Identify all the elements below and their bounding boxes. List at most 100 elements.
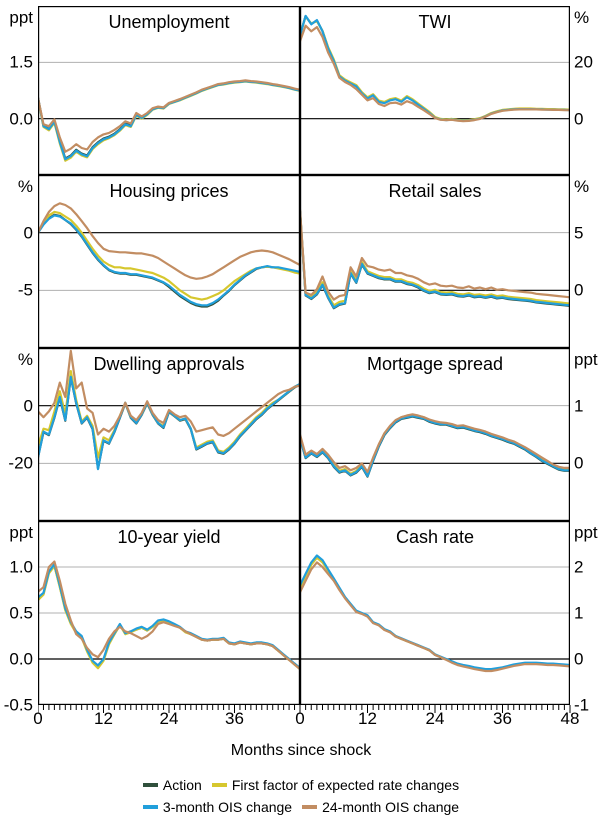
panel-retail-sales-plot (300, 175, 570, 348)
y-tick-label: -1 (574, 695, 590, 715)
legend-item-3-month-ois: 3-month OIS change (142, 799, 293, 815)
legend-label-24-month-ois: 24-month OIS change (322, 799, 460, 815)
y-tick-label: 0 (574, 453, 584, 473)
panel-mortgage-spread-plot (300, 348, 570, 521)
panel-title-10-year-yield: 10-year yield (117, 527, 221, 547)
panel-border (38, 175, 300, 348)
y-tick-label: 0 (574, 280, 584, 300)
y-tick-label: 2 (574, 557, 584, 577)
legend-item-first-factor: First factor of expected rate changes (211, 777, 460, 793)
series-line-3-month-ois-change (38, 214, 300, 307)
y-tick-label: -0.5 (3, 695, 33, 715)
y-tick-label: 0 (574, 649, 584, 669)
series-line-3-month-ois-change (38, 79, 300, 161)
panel-border (38, 521, 300, 705)
panel-border (300, 6, 570, 175)
series-line-action (38, 79, 300, 160)
y-tick-label: 20 (574, 52, 593, 72)
series-line-24-month-ois-change (300, 561, 570, 673)
y-axis-unit-housing-prices: % (17, 177, 33, 196)
x-tick-label: 48 (560, 709, 580, 728)
y-axis-unit-twi: % (574, 8, 590, 27)
legend-label-action: Action (162, 777, 202, 793)
y-tick-label: 0 (574, 109, 584, 129)
panel-unemployment-plot (38, 6, 300, 175)
legend: Action First factor of expected rate cha… (0, 774, 602, 818)
panel-twi-plot (300, 6, 570, 175)
y-tick-label: 0.5 (9, 603, 33, 623)
legend-label-first-factor: First factor of expected rate changes (231, 777, 460, 793)
panel-title-dwelling-approvals: Dwelling approvals (93, 354, 245, 374)
action-line-swatch (142, 783, 158, 787)
series-line-3-month-ois-change (300, 554, 570, 671)
x-tick-label: 12 (358, 709, 377, 728)
series-line-first-factor-of-expected-rate-changes (38, 564, 300, 671)
series-line-action (300, 210, 570, 310)
series-line-24-month-ois-change (300, 413, 570, 474)
series-line-3-month-ois-change (38, 375, 300, 471)
y-tick-label: 0 (23, 223, 33, 243)
panel-title-unemployment: Unemployment (108, 12, 230, 32)
panel-title-housing-prices: Housing prices (109, 181, 229, 201)
series-line-24-month-ois-change (38, 202, 300, 280)
legend-row-1: Action First factor of expected rate cha… (138, 774, 464, 796)
series-line-action (38, 564, 300, 670)
y-tick-label: 0 (23, 396, 33, 416)
x-tick-label: 24 (159, 709, 179, 728)
series-line-action (38, 376, 300, 470)
series-line-first-factor-of-expected-rate-changes (38, 80, 300, 162)
y-tick-label: -20 (8, 453, 33, 473)
legend-item-action: Action (142, 777, 202, 793)
panel-title-mortgage-spread: Mortgage spread (366, 354, 504, 374)
panel-border (300, 521, 570, 705)
x-tick-label: 36 (493, 709, 512, 728)
y-tick-label: 1.5 (9, 52, 33, 72)
panel-housing-prices-plot (38, 175, 300, 348)
y-tick-label: 1.0 (9, 557, 33, 577)
y-tick-label: 5 (574, 223, 584, 243)
y-tick-label: 0.0 (9, 109, 33, 129)
panel-dwelling-approvals-plot (38, 348, 300, 521)
panel-title-twi: TWI (418, 12, 452, 32)
x-tick-label: 24 (425, 709, 445, 728)
panel-border (38, 348, 300, 521)
y-tick-label: 1 (574, 603, 584, 623)
series-line-3-month-ois-change (300, 209, 570, 309)
series-line-24-month-ois-change (300, 24, 570, 123)
y-axis-unit-retail-sales: % (574, 177, 590, 196)
y-axis-unit-dwelling-approvals: % (17, 350, 33, 369)
x-tick-label: 36 (225, 709, 244, 728)
y-axis-unit-10-year-yield: ppt (9, 523, 33, 542)
legend-item-24-month-ois: 24-month OIS change (302, 799, 459, 815)
three-month-ois-line-swatch (142, 805, 158, 809)
panel-border (300, 175, 570, 348)
legend-row-2: 3-month OIS change 24-month OIS change (138, 796, 464, 818)
y-axis-unit-mortgage-spread: ppt (574, 350, 598, 369)
x-axis-tick-marks (38, 705, 571, 713)
y-tick-label: 1 (574, 396, 584, 416)
first-factor-line-swatch (211, 783, 227, 787)
panel-10-year-yield-plot (38, 521, 300, 705)
series-line-first-factor-of-expected-rate-changes (300, 15, 570, 122)
series-line-24-month-ois-change (38, 560, 300, 671)
panel-title-retail-sales: Retail sales (388, 181, 482, 201)
y-tick-label: 0.0 (9, 649, 33, 669)
x-tick-label: 12 (94, 709, 113, 728)
series-line-24-month-ois-change (38, 79, 300, 153)
series-line-3-month-ois-change (38, 563, 300, 670)
x-tick-label: 0 (33, 709, 43, 728)
panel-border (300, 348, 570, 521)
series-line-24-month-ois-change (300, 208, 570, 301)
series-line-first-factor-of-expected-rate-changes (300, 556, 570, 671)
series-line-24-month-ois-change (38, 349, 300, 438)
twenty-four-month-ois-line-swatch (302, 805, 318, 809)
panel-border (38, 6, 300, 175)
legend-label-3-month-ois: 3-month OIS change (162, 799, 293, 815)
panel-cash-rate-plot (300, 521, 570, 705)
x-axis-label: Months since shock (230, 742, 372, 759)
y-tick-label: -5 (17, 280, 33, 300)
panel-title-cash-rate: Cash rate (395, 527, 475, 547)
series-line-3-month-ois-change (300, 414, 570, 478)
x-tick-label: 0 (295, 709, 305, 728)
